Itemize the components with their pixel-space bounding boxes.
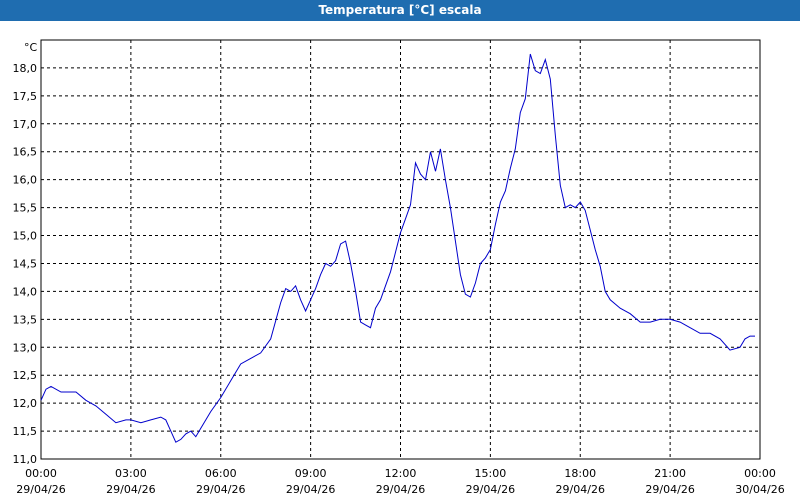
chart-area: °C 11,0 11,5 12,0 12,5 13,0 13,5 14,0 14,5 15,0 1… [0,21,800,500]
temperature-chart: °C 11,011,512,012,513,013,514,014,515,01… [13,39,785,496]
x-tick-date: 29/04/26 [376,483,425,496]
x-tick-time: 00:00 [25,467,57,480]
y-tick-label: 15,0 [13,230,38,243]
y-tick-label: 12,0 [13,397,38,410]
y-axis-ticks: 11,0 11,5 12,0 12,5 13,0 13,5 14,0 14,5 15,0 15,5… [13,62,38,466]
x-tick-date: 29/04/26 [16,483,65,496]
x-tick-time: 15:00 [475,467,507,480]
y-tick-label: 18,0 [13,62,38,75]
x-tick-time: 03:00 [115,467,147,480]
x-tick-time: 18:00 [564,467,596,480]
y-tick-label: 16,5 [13,146,38,159]
x-tick-date: 30/04/26 [735,483,784,496]
x-tick-time: 12:00 [385,467,417,480]
x-tick-date: 29/04/26 [645,483,694,496]
x-tick-time: 09:00 [295,467,327,480]
chart-title: Temperatura [°C] escala [0,0,800,21]
x-tick-date: 29/04/26 [466,483,515,496]
y-tick-label: 14,5 [13,257,38,270]
y-tick-label: 17,0 [13,118,38,131]
x-tick-date: 29/04/26 [196,483,245,496]
x-axis-ticks: 00:00 29/04/26 03:00 29/04/26 06:00 29/04/26 0… [16,467,784,496]
temperature-series-line [40,53,755,443]
plot-frame [40,39,761,460]
x-tick-date: 29/04/26 [106,483,155,496]
x-tick-date: 29/04/26 [556,483,605,496]
y-tick-label: 11,0 [13,453,38,466]
grid [41,40,760,459]
y-tick-label: 15,5 [13,202,38,215]
y-tick-label: 17,5 [13,90,38,103]
series-layer [40,53,755,443]
y-tick-label: 11,5 [13,425,38,438]
y-tick-label: 13,5 [13,313,38,326]
y-tick-label: 14,0 [13,285,38,298]
y-tick-label: 13,0 [13,341,38,354]
x-tick-time: 00:00 [744,467,776,480]
y-tick-label: 12,5 [13,369,38,382]
x-tick-time: 21:00 [654,467,686,480]
x-tick-time: 06:00 [205,467,237,480]
y-axis-unit-label: °C [24,41,38,54]
x-tick-date: 29/04/26 [286,483,335,496]
y-tick-label: 16,0 [13,174,38,187]
